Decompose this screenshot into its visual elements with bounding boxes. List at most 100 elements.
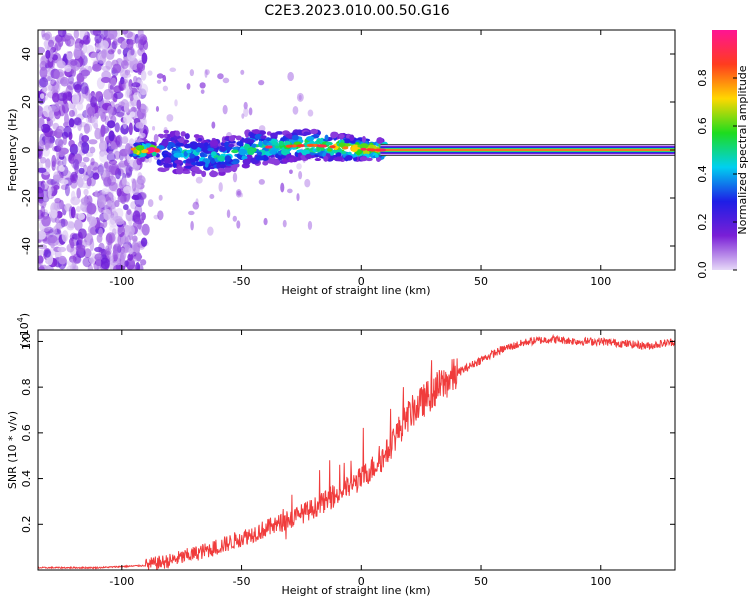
spectrogram-blob <box>78 161 87 168</box>
spectrogram-blob <box>51 181 61 189</box>
spectrogram-blob <box>52 225 58 234</box>
spectrogram-blob <box>157 133 163 138</box>
spectrogram-blob <box>125 172 131 179</box>
spectrogram-blob <box>169 130 175 138</box>
spectrogram-blob <box>47 186 52 199</box>
spectrogram-blob <box>78 167 85 175</box>
spectrogram-blobs <box>38 30 675 270</box>
spectrogram-blob <box>121 72 132 79</box>
spectrogram-blob <box>200 89 205 94</box>
spectrogram-blob <box>158 194 163 201</box>
snr-background <box>38 330 675 570</box>
spectrogram-blob <box>58 255 67 265</box>
spectrogram-blob <box>66 52 73 61</box>
spectrogram-blob <box>137 172 143 180</box>
spectrogram-blob <box>38 139 45 151</box>
spectrogram-blob <box>236 190 241 196</box>
spectrogram-blob <box>88 216 98 227</box>
spectrogram-blob <box>56 202 62 210</box>
spectrogram-blob <box>98 107 103 117</box>
spectrogram-blob <box>157 167 165 172</box>
spectrogram-blob <box>48 110 55 120</box>
spectrogram-blob <box>269 158 278 165</box>
spectrogram-blob <box>359 156 368 162</box>
spectrogram-blob <box>39 66 48 79</box>
spectrogram-blob <box>74 218 83 231</box>
spectrogram-blob <box>43 249 51 258</box>
spectrogram-blob <box>107 105 113 115</box>
spectrogram-blob <box>76 102 84 111</box>
spectrogram-blob <box>201 146 209 153</box>
spectrogram-blob <box>126 208 132 215</box>
spectrogram-blob <box>269 149 277 155</box>
spectrogram-blob <box>199 82 206 89</box>
spectrogram-blob <box>201 170 207 178</box>
spectrogram-blob <box>48 39 55 48</box>
spectrogram-blob <box>296 92 304 102</box>
spectrogram-blob <box>205 69 210 75</box>
snr-y-multiplier-close: ) <box>18 313 31 317</box>
spectrogram-hotspot <box>266 145 273 149</box>
spectrogram-blob <box>235 188 242 198</box>
spectrogram-blob <box>135 122 144 129</box>
spectrogram-blob <box>56 60 66 69</box>
spectrogram-blob <box>125 86 133 96</box>
spectrogram-blob <box>333 157 343 161</box>
spectrogram-blob <box>138 132 146 139</box>
spectrogram-blob <box>243 107 249 118</box>
spectrogram-blob <box>120 76 125 85</box>
spectrogram-blob <box>113 243 122 251</box>
spectrogram-blob <box>140 225 148 233</box>
spectrogram-hotspot <box>360 147 367 151</box>
spectrogram-blob <box>125 235 132 248</box>
spectrogram-blob <box>132 92 142 101</box>
spectrogram-blob <box>131 241 138 251</box>
spectrogram-blob <box>151 151 157 157</box>
spectrogram-blob <box>330 132 336 139</box>
spectrogram-blob <box>265 137 272 142</box>
spectrogram-blob <box>70 171 78 184</box>
spectrogram-blob <box>192 201 200 210</box>
spectrogram-blob <box>77 143 83 155</box>
spectrogram-blob <box>124 260 129 267</box>
spectrogram-blob <box>109 215 116 226</box>
spectrogram-blob <box>76 174 86 186</box>
spectrogram-blob <box>45 158 51 170</box>
spectrogram-blob <box>75 205 82 213</box>
spectrogram-blob <box>314 157 322 162</box>
spectrogram-blob <box>121 40 127 49</box>
spectrogram-blob <box>110 205 117 214</box>
spectrogram-blob <box>184 133 190 140</box>
spectrogram-blob <box>110 77 117 87</box>
spectrogram-blob <box>230 164 240 168</box>
spectrogram-blob <box>241 113 245 119</box>
spectrogram-blob <box>64 183 70 197</box>
spectrogram-blob <box>38 167 47 173</box>
spectrogram-hotspot <box>374 148 381 152</box>
spectrogram-blob <box>50 209 58 219</box>
spectrogram-blob <box>153 133 159 143</box>
spectrogram-blob <box>76 187 81 199</box>
spectrogram-hotspot <box>320 144 327 148</box>
spectrogram-blob <box>40 205 46 218</box>
spectrogram-blob <box>70 262 78 270</box>
spectrogram-blob <box>39 77 49 88</box>
spectrogram-blob <box>131 194 140 201</box>
spectrogram-blob <box>38 230 47 240</box>
spectrogram-blob <box>82 35 91 45</box>
spectrogram-blob <box>61 230 69 243</box>
spectrogram-blob <box>217 73 224 80</box>
spectrogram-blob <box>57 92 68 102</box>
spectrogram-blob <box>100 124 106 137</box>
spectrogram-blob <box>248 107 253 116</box>
spectrogram-blob <box>71 173 78 182</box>
snr-x-tick-label: 50 <box>474 575 488 588</box>
spectrogram-blob <box>263 217 268 226</box>
spectrogram-blob <box>169 67 177 72</box>
spectrogram-blob <box>343 138 351 144</box>
spectrogram-blob <box>193 134 200 139</box>
spectrogram-blob <box>68 206 74 219</box>
spectrogram-blob <box>128 122 133 136</box>
spectrogram-hotspot <box>307 143 314 147</box>
